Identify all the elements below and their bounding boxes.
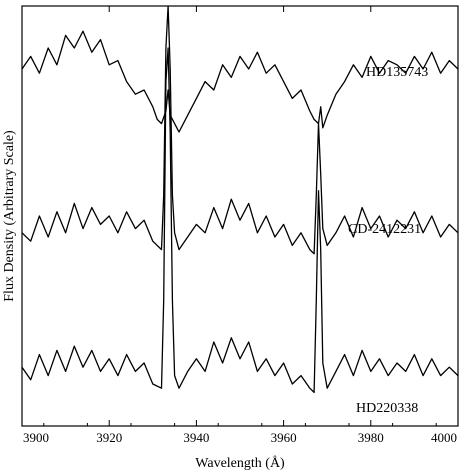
x-tick-label: 3900 — [23, 430, 49, 445]
x-tick-label: 3980 — [358, 430, 384, 445]
x-tick-label: 4000 — [431, 430, 457, 445]
series-layer — [21, 5, 459, 394]
series-label-hd220338: HD220338 — [356, 401, 418, 416]
series-labels: HD135743 CD-2412231 HD220338 — [348, 65, 428, 416]
series-label-cd-2412231: CD-2412231 — [348, 222, 421, 237]
x-tick-label: 3920 — [96, 430, 122, 445]
x-tick-label: 3940 — [183, 430, 209, 445]
series-label-hd135743: HD135743 — [366, 65, 428, 80]
plot-frame — [21, 5, 459, 427]
x-tick-label: 3960 — [271, 430, 297, 445]
x-axis: 3900 3920 3940 3960 3980 4000 — [21, 6, 459, 445]
x-axis-title: Wavelength (Å) — [195, 455, 285, 471]
y-axis-title: Flux Density (Arbitrary Scale) — [2, 130, 17, 302]
spectrum-line-hd135743 — [21, 30, 459, 133]
spectrum-line-hd220338 — [21, 47, 459, 394]
spectrum-line-cd-2412231 — [21, 5, 459, 255]
